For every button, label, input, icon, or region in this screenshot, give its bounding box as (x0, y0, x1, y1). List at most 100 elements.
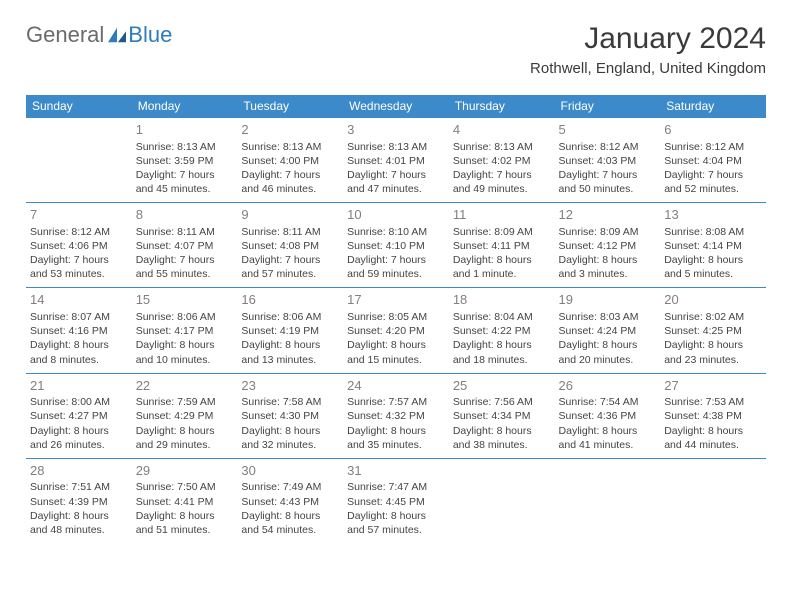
day-info-line: Daylight: 8 hours (559, 338, 657, 352)
day-info-line: and 57 minutes. (347, 523, 445, 537)
calendar-day-cell: 6Sunrise: 8:12 AMSunset: 4:04 PMDaylight… (660, 118, 766, 203)
calendar-day-cell: 13Sunrise: 8:08 AMSunset: 4:14 PMDayligh… (660, 203, 766, 288)
day-number: 28 (30, 462, 128, 480)
day-info-line: Daylight: 7 hours (453, 168, 551, 182)
day-info-line: Daylight: 8 hours (30, 509, 128, 523)
day-number: 25 (453, 377, 551, 395)
calendar-day-cell: 30Sunrise: 7:49 AMSunset: 4:43 PMDayligh… (237, 458, 343, 543)
day-number: 20 (664, 291, 762, 309)
day-info-line: Sunrise: 8:05 AM (347, 310, 445, 324)
calendar-week-row: 21Sunrise: 8:00 AMSunset: 4:27 PMDayligh… (26, 373, 766, 458)
calendar-day-cell (660, 458, 766, 543)
day-number: 19 (559, 291, 657, 309)
day-info-line: Daylight: 8 hours (30, 338, 128, 352)
day-info-line: Sunrise: 8:07 AM (30, 310, 128, 324)
day-info-line: Sunrise: 8:13 AM (136, 140, 234, 154)
day-info-line: Sunset: 4:34 PM (453, 409, 551, 423)
day-info-line: Sunset: 4:17 PM (136, 324, 234, 338)
day-number: 9 (241, 206, 339, 224)
calendar-week-row: 7Sunrise: 8:12 AMSunset: 4:06 PMDaylight… (26, 203, 766, 288)
day-info-line: Daylight: 8 hours (347, 338, 445, 352)
day-info-line: Daylight: 8 hours (136, 509, 234, 523)
day-header: Saturday (660, 95, 766, 118)
day-number: 31 (347, 462, 445, 480)
day-header: Wednesday (343, 95, 449, 118)
logo-text-2: Blue (128, 22, 172, 48)
day-info-line: Sunset: 4:08 PM (241, 239, 339, 253)
calendar-day-cell: 24Sunrise: 7:57 AMSunset: 4:32 PMDayligh… (343, 373, 449, 458)
calendar-day-cell: 15Sunrise: 8:06 AMSunset: 4:17 PMDayligh… (132, 288, 238, 373)
day-info-line: and 26 minutes. (30, 438, 128, 452)
day-info-line: Sunrise: 7:47 AM (347, 480, 445, 494)
day-info-line: Daylight: 7 hours (136, 168, 234, 182)
day-info-line: Sunrise: 8:12 AM (664, 140, 762, 154)
day-info-line: and 48 minutes. (30, 523, 128, 537)
day-info-line: and 53 minutes. (30, 267, 128, 281)
day-info-line: Sunrise: 7:50 AM (136, 480, 234, 494)
calendar-day-cell (555, 458, 661, 543)
calendar-table: SundayMondayTuesdayWednesdayThursdayFrid… (26, 95, 766, 543)
day-info-line: Sunrise: 7:53 AM (664, 395, 762, 409)
calendar-day-cell: 12Sunrise: 8:09 AMSunset: 4:12 PMDayligh… (555, 203, 661, 288)
day-info-line: Sunset: 4:41 PM (136, 495, 234, 509)
day-info-line: Sunrise: 7:49 AM (241, 480, 339, 494)
day-number: 5 (559, 121, 657, 139)
day-info-line: Daylight: 8 hours (664, 253, 762, 267)
day-number: 4 (453, 121, 551, 139)
day-info-line: Daylight: 7 hours (347, 168, 445, 182)
day-info-line: Sunset: 4:32 PM (347, 409, 445, 423)
calendar-day-cell: 18Sunrise: 8:04 AMSunset: 4:22 PMDayligh… (449, 288, 555, 373)
day-info-line: Sunset: 4:01 PM (347, 154, 445, 168)
day-info-line: Daylight: 8 hours (347, 424, 445, 438)
day-info-line: Sunset: 4:30 PM (241, 409, 339, 423)
day-number: 30 (241, 462, 339, 480)
day-info-line: and 3 minutes. (559, 267, 657, 281)
day-info-line: Daylight: 7 hours (664, 168, 762, 182)
day-info-line: and 47 minutes. (347, 182, 445, 196)
day-number: 3 (347, 121, 445, 139)
day-info-line: Sunrise: 7:56 AM (453, 395, 551, 409)
calendar-day-cell (449, 458, 555, 543)
day-info-line: Sunrise: 8:06 AM (241, 310, 339, 324)
calendar-day-cell: 25Sunrise: 7:56 AMSunset: 4:34 PMDayligh… (449, 373, 555, 458)
day-info-line: and 15 minutes. (347, 353, 445, 367)
calendar-day-cell: 14Sunrise: 8:07 AMSunset: 4:16 PMDayligh… (26, 288, 132, 373)
title-block: January 2024 Rothwell, England, United K… (530, 22, 766, 77)
calendar-day-cell: 31Sunrise: 7:47 AMSunset: 4:45 PMDayligh… (343, 458, 449, 543)
day-info-line: and 51 minutes. (136, 523, 234, 537)
logo-text-1: General (26, 22, 104, 48)
day-info-line: Daylight: 8 hours (241, 424, 339, 438)
day-info-line: Sunset: 4:02 PM (453, 154, 551, 168)
day-number: 17 (347, 291, 445, 309)
calendar-day-cell: 26Sunrise: 7:54 AMSunset: 4:36 PMDayligh… (555, 373, 661, 458)
day-number: 22 (136, 377, 234, 395)
day-info-line: Sunset: 3:59 PM (136, 154, 234, 168)
calendar-day-cell: 21Sunrise: 8:00 AMSunset: 4:27 PMDayligh… (26, 373, 132, 458)
day-info-line: and 20 minutes. (559, 353, 657, 367)
day-info-line: Sunset: 4:16 PM (30, 324, 128, 338)
day-info-line: and 32 minutes. (241, 438, 339, 452)
day-number: 16 (241, 291, 339, 309)
day-info-line: Sunset: 4:11 PM (453, 239, 551, 253)
day-info-line: Sunset: 4:04 PM (664, 154, 762, 168)
calendar-day-cell: 4Sunrise: 8:13 AMSunset: 4:02 PMDaylight… (449, 118, 555, 203)
day-info-line: Sunset: 4:36 PM (559, 409, 657, 423)
day-info-line: Sunset: 4:22 PM (453, 324, 551, 338)
day-info-line: Sunset: 4:39 PM (30, 495, 128, 509)
day-number: 1 (136, 121, 234, 139)
day-info-line: and 8 minutes. (30, 353, 128, 367)
day-info-line: and 54 minutes. (241, 523, 339, 537)
calendar-day-cell: 29Sunrise: 7:50 AMSunset: 4:41 PMDayligh… (132, 458, 238, 543)
day-info-line: Sunset: 4:38 PM (664, 409, 762, 423)
day-info-line: Sunset: 4:45 PM (347, 495, 445, 509)
calendar-day-cell: 16Sunrise: 8:06 AMSunset: 4:19 PMDayligh… (237, 288, 343, 373)
day-number: 8 (136, 206, 234, 224)
location-subtitle: Rothwell, England, United Kingdom (530, 60, 766, 77)
day-info-line: and 57 minutes. (241, 267, 339, 281)
calendar-day-cell: 11Sunrise: 8:09 AMSunset: 4:11 PMDayligh… (449, 203, 555, 288)
day-info-line: and 49 minutes. (453, 182, 551, 196)
month-title: January 2024 (530, 22, 766, 56)
day-number: 6 (664, 121, 762, 139)
day-info-line: Daylight: 8 hours (453, 338, 551, 352)
calendar-day-cell (26, 118, 132, 203)
